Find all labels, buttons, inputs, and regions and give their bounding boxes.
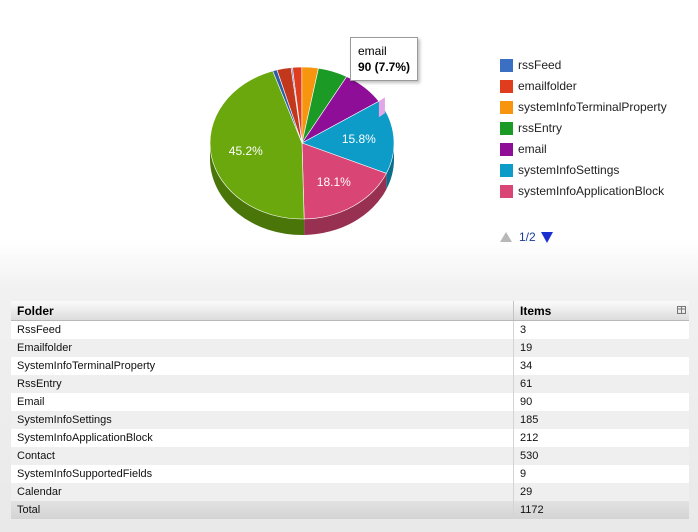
cell-folder: RssEntry bbox=[11, 375, 514, 393]
legend-item-emailfolder[interactable]: emailfolder bbox=[500, 78, 695, 99]
cell-items: 34 bbox=[513, 357, 689, 375]
legend-swatch bbox=[500, 101, 513, 114]
legend-label: rssEntry bbox=[518, 121, 563, 135]
cell-folder: SystemInfoTerminalProperty bbox=[11, 357, 514, 375]
slice-percent-label: 15.8% bbox=[342, 132, 376, 146]
table-row[interactable]: RssEntry 61 bbox=[11, 375, 689, 393]
table-total-row: Total 1172 bbox=[11, 501, 689, 519]
cell-items: 530 bbox=[513, 447, 689, 465]
pie-side-contact bbox=[210, 143, 305, 235]
header-folder[interactable]: Folder bbox=[11, 301, 514, 321]
cell-folder: SystemInfoSettings bbox=[11, 411, 514, 429]
pie-chart: 45.2% 15.8% 18.1% bbox=[209, 66, 395, 235]
pie-side-systeminfosettings bbox=[386, 143, 394, 190]
slice-tooltip: email 90 (7.7%) bbox=[350, 37, 418, 81]
column-options-icon[interactable] bbox=[677, 305, 687, 315]
pager-down-arrow-icon[interactable] bbox=[541, 232, 553, 243]
pie-slice-calendar[interactable] bbox=[276, 67, 303, 144]
legend-label: rssFeed bbox=[518, 58, 562, 72]
legend-label: emailfolder bbox=[518, 79, 577, 93]
cell-folder: Contact bbox=[11, 447, 514, 465]
cell-folder: Calendar bbox=[11, 483, 514, 501]
pager-up-arrow-icon[interactable] bbox=[500, 232, 512, 242]
tooltip-title: email bbox=[358, 44, 387, 58]
legend-label: systemInfoSettings bbox=[518, 163, 620, 177]
table-row[interactable]: Contact 530 bbox=[11, 447, 689, 465]
legend-swatch bbox=[500, 185, 513, 198]
cell-total-items: 1172 bbox=[513, 501, 689, 519]
legend-swatch bbox=[500, 164, 513, 177]
legend-swatch bbox=[500, 59, 513, 72]
chart-legend: rssFeed emailfolder systemInfoTerminalPr… bbox=[500, 57, 695, 204]
table-row[interactable]: Calendar 29 bbox=[11, 483, 689, 501]
table-row[interactable]: SystemInfoSupportedFields 9 bbox=[11, 465, 689, 483]
legend-item-rssfeed[interactable]: rssFeed bbox=[500, 57, 695, 78]
folder-items-table: Folder Items RssFeed 3 Emailfolder 19 bbox=[11, 301, 689, 519]
table-header-row: Folder Items bbox=[11, 301, 689, 321]
cell-folder: SystemInfoSupportedFields bbox=[11, 465, 514, 483]
cell-items: 185 bbox=[513, 411, 689, 429]
pie-slices bbox=[209, 66, 395, 220]
pager-text: 1/2 bbox=[519, 230, 536, 244]
header-items[interactable]: Items bbox=[513, 301, 689, 321]
table-row[interactable]: SystemInfoSettings 185 bbox=[11, 411, 689, 429]
legend-item-rssentry[interactable]: rssEntry bbox=[500, 120, 695, 141]
legend-item-email[interactable]: email bbox=[500, 141, 695, 162]
legend-label: systemInfoTerminalProperty bbox=[518, 100, 667, 114]
cell-items: 29 bbox=[513, 483, 689, 501]
legend-swatch bbox=[500, 80, 513, 93]
header-items-label: Items bbox=[520, 303, 552, 318]
cell-total-label: Total bbox=[11, 501, 514, 519]
legend-label: systemInfoApplicationBlock bbox=[518, 184, 665, 198]
slice-percent-label: 45.2% bbox=[229, 144, 263, 158]
cell-items: 61 bbox=[513, 375, 689, 393]
legend-swatch bbox=[500, 143, 513, 156]
cell-items: 212 bbox=[513, 429, 689, 447]
cell-folder: RssFeed bbox=[11, 320, 514, 339]
table-row[interactable]: SystemInfoApplicationBlock 212 bbox=[11, 429, 689, 447]
pie-slice-systeminfoapplicationblock[interactable] bbox=[301, 142, 387, 220]
pie-slice-contact[interactable] bbox=[209, 70, 305, 220]
legend-item-systeminfosettings[interactable]: systemInfoSettings bbox=[500, 162, 695, 183]
table-row[interactable]: Email 90 bbox=[11, 393, 689, 411]
pie-side-walls bbox=[210, 143, 394, 235]
legend-item-systeminfoapplicationblock[interactable]: systemInfoApplicationBlock bbox=[500, 183, 695, 204]
cell-folder: SystemInfoApplicationBlock bbox=[11, 429, 514, 447]
legend-item-systeminfoterminalproperty[interactable]: systemInfoTerminalProperty bbox=[500, 99, 695, 120]
legend-label: email bbox=[518, 142, 547, 156]
cell-items: 19 bbox=[513, 339, 689, 357]
pie-slice-highlight bbox=[378, 97, 385, 118]
cell-items: 90 bbox=[513, 393, 689, 411]
cell-folder: Email bbox=[11, 393, 514, 411]
legend-swatch bbox=[500, 122, 513, 135]
cell-items: 9 bbox=[513, 465, 689, 483]
slice-percent-label: 18.1% bbox=[317, 175, 351, 189]
pie-chart-area: 45.2% 15.8% 18.1% email 90 (7.7%) rssFeed … bbox=[209, 37, 695, 244]
table-row[interactable]: Emailfolder 19 bbox=[11, 339, 689, 357]
tooltip-value: 90 (7.7%) bbox=[358, 60, 411, 74]
cell-items: 3 bbox=[513, 320, 689, 339]
pie-side-systeminfoapplicationblock bbox=[304, 173, 387, 235]
cell-folder: Emailfolder bbox=[11, 339, 514, 357]
table-row[interactable]: SystemInfoTerminalProperty 34 bbox=[11, 357, 689, 375]
table-row[interactable]: RssFeed 3 bbox=[11, 320, 689, 339]
